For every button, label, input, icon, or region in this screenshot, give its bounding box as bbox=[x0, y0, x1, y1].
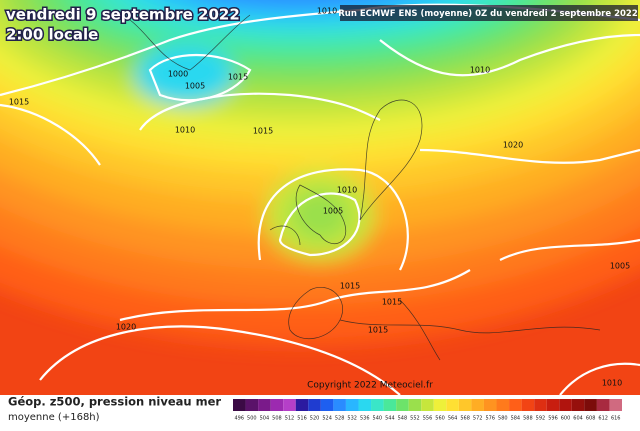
scale-swatch bbox=[371, 399, 384, 411]
scale-swatch bbox=[559, 399, 572, 411]
isobar-label: 1010 bbox=[337, 186, 357, 195]
scale-label: 572 bbox=[473, 416, 483, 422]
scale-label: 576 bbox=[485, 416, 495, 422]
scale-label: 580 bbox=[498, 416, 508, 422]
scale-label: 560 bbox=[435, 416, 445, 422]
scale-swatch bbox=[308, 399, 321, 411]
scale-swatch bbox=[534, 399, 547, 411]
scale-swatch bbox=[358, 399, 372, 411]
scale-label: 564 bbox=[448, 416, 458, 422]
scale-label: 496 bbox=[235, 416, 245, 422]
scale-label: 604 bbox=[573, 416, 583, 422]
scale-swatch bbox=[233, 399, 246, 411]
field-pocket bbox=[135, 45, 235, 105]
scale-swatch bbox=[421, 399, 434, 411]
scale-swatch bbox=[609, 399, 622, 411]
scale-swatch bbox=[509, 399, 522, 411]
scale-label: 552 bbox=[410, 416, 420, 422]
scale-swatch bbox=[270, 399, 284, 411]
scale-swatch bbox=[283, 399, 296, 411]
scale-label: 524 bbox=[322, 416, 332, 422]
scale-label: 588 bbox=[523, 416, 533, 422]
scale-label: 608 bbox=[586, 416, 596, 422]
scale-swatch bbox=[333, 399, 346, 411]
field-band bbox=[227, 0, 373, 5]
scale-label: 528 bbox=[335, 416, 345, 422]
isobar-label: 1015 bbox=[340, 282, 360, 291]
scale-label: 532 bbox=[347, 416, 357, 422]
scale-label: 512 bbox=[285, 416, 295, 422]
scale-swatch bbox=[584, 399, 597, 411]
legend-title: Géop. z500, pression niveau mer bbox=[8, 395, 221, 409]
coastlines bbox=[129, 14, 601, 361]
scale-label: 504 bbox=[260, 416, 270, 422]
scale-label: 612 bbox=[598, 416, 608, 422]
scale-swatch bbox=[571, 399, 585, 411]
scale-swatch bbox=[345, 399, 359, 411]
isobar-label: 1005 bbox=[610, 262, 630, 271]
scale-swatch bbox=[446, 399, 459, 411]
scale-label: 584 bbox=[511, 416, 521, 422]
scale-swatch bbox=[396, 399, 409, 411]
scale-label: 548 bbox=[398, 416, 408, 422]
isobar-label: 1010 bbox=[602, 379, 622, 388]
color-scale: 496 500 504 508 512 516 520 524 528 532 536 540 544 5… bbox=[233, 399, 622, 422]
scale-swatch bbox=[521, 399, 535, 411]
isobar-label: 1010 bbox=[470, 66, 490, 75]
scale-swatch bbox=[596, 399, 610, 411]
scale-label: 600 bbox=[561, 416, 571, 422]
isobar-label: 1000 bbox=[168, 70, 188, 79]
isobar-label: 1010 bbox=[317, 7, 337, 16]
scale-label: 556 bbox=[423, 416, 433, 422]
scale-swatch bbox=[471, 399, 484, 411]
isobar-label: 1005 bbox=[185, 82, 205, 91]
scale-swatch bbox=[320, 399, 334, 411]
scale-label: 508 bbox=[272, 416, 282, 422]
scale-label: 536 bbox=[360, 416, 370, 422]
isobar-label: 1015 bbox=[368, 326, 388, 335]
scale-swatch bbox=[383, 399, 397, 411]
scale-swatch bbox=[408, 399, 422, 411]
scale-label: 540 bbox=[373, 416, 383, 422]
legend-subtitle: moyenne (+168h) bbox=[8, 412, 100, 423]
copyright: Copyright 2022 Meteociel.fr bbox=[307, 381, 433, 391]
scale-swatch bbox=[496, 399, 510, 411]
scale-swatch bbox=[258, 399, 271, 411]
isobar-label: 1020 bbox=[503, 141, 523, 150]
date-title: vendredi 9 septembre 2022 bbox=[6, 6, 240, 24]
scale-swatch bbox=[458, 399, 472, 411]
scale-label: 596 bbox=[548, 416, 558, 422]
field-pocket bbox=[290, 190, 350, 240]
scale-label: 616 bbox=[611, 416, 621, 422]
run-box bbox=[340, 5, 638, 21]
scale-label: 520 bbox=[310, 416, 320, 422]
isobar-label: 1010 bbox=[175, 126, 195, 135]
scale-label: 500 bbox=[247, 416, 257, 422]
geopotential-field bbox=[0, 0, 640, 395]
isobar-label: 1015 bbox=[253, 127, 273, 136]
scale-swatch bbox=[295, 399, 309, 411]
scale-label: 592 bbox=[536, 416, 546, 422]
scale-swatch bbox=[483, 399, 497, 411]
scale-label: 544 bbox=[385, 416, 395, 422]
isobar-label: 1015 bbox=[9, 98, 29, 107]
run-info: Run ECMWF ENS (moyenne) 0Z du vendredi 2… bbox=[338, 9, 638, 19]
time-title: 2:00 locale bbox=[6, 26, 98, 44]
scale-label: 568 bbox=[460, 416, 470, 422]
scale-swatch bbox=[245, 399, 259, 411]
isobar-label: 1020 bbox=[116, 323, 136, 332]
scale-label: 516 bbox=[297, 416, 307, 422]
isobar-label: 1015 bbox=[382, 298, 402, 307]
scale-swatch bbox=[546, 399, 560, 411]
scale-swatch bbox=[433, 399, 447, 411]
isobar-label: 1015 bbox=[228, 73, 248, 82]
isobar-label: 1005 bbox=[323, 207, 343, 216]
